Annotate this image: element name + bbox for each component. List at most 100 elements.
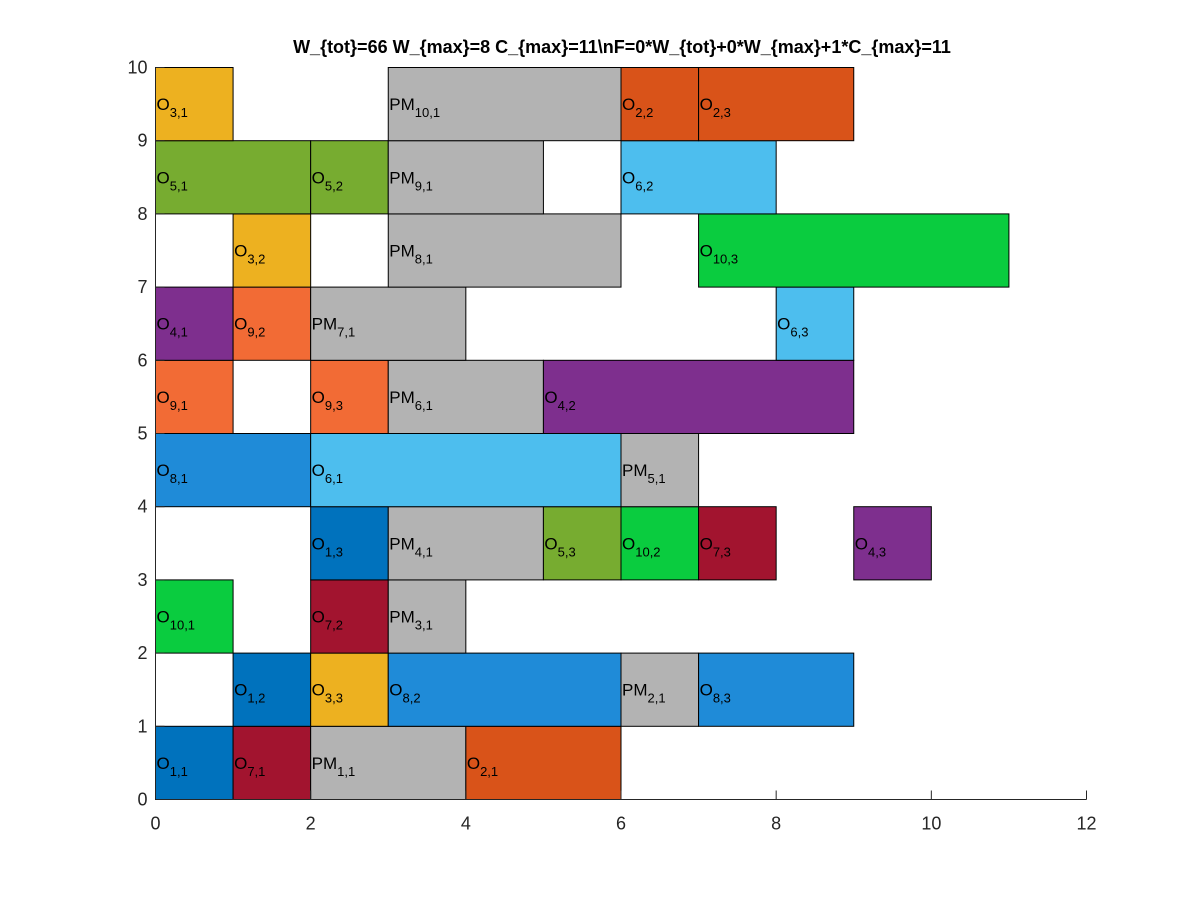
bar-label: O6,2 <box>622 168 653 193</box>
bar-label-base: PM <box>389 168 415 187</box>
bar-label-base: O <box>157 461 170 480</box>
gantt-bar <box>465 725 622 800</box>
bar-label-subscript: 9,3 <box>325 398 343 413</box>
bar-label-base: O <box>312 168 325 187</box>
bar-label: O1,3 <box>312 534 343 559</box>
gantt-bar <box>155 433 312 508</box>
bar-label-subscript: 2,2 <box>635 105 653 120</box>
bar-label-subscript: 7,1 <box>247 764 265 779</box>
bar-label: O1,2 <box>234 681 265 706</box>
bar-label-base: O <box>157 315 170 334</box>
bar-label-subscript: 8,3 <box>713 691 731 706</box>
gantt-bar <box>232 213 312 288</box>
bar-label: O9,3 <box>312 388 343 413</box>
x-tick-label: 10 <box>921 814 941 834</box>
gantt-bar <box>155 67 234 142</box>
gantt-bar <box>232 725 312 800</box>
bar-label-subscript: 9,1 <box>170 398 188 413</box>
bar-label-base: O <box>312 388 325 407</box>
y-tick-label: 2 <box>137 643 147 663</box>
bar-label: O3,1 <box>157 95 188 120</box>
bar-label-subscript: 4,3 <box>868 544 886 559</box>
bar-label-base: O <box>234 315 247 334</box>
bar-label-base: PM <box>389 388 415 407</box>
y-tick-label: 5 <box>137 424 147 444</box>
bar-label-subscript: 1,3 <box>325 544 343 559</box>
bar-label-subscript: 9,1 <box>415 178 433 193</box>
x-tick-label: 0 <box>150 814 160 834</box>
bar-label-base: PM <box>389 534 415 553</box>
bar-label-base: PM <box>312 315 338 334</box>
gantt-bar <box>775 286 855 361</box>
gantt-bar <box>232 286 312 361</box>
x-tick-label: 6 <box>616 814 626 834</box>
bar-label-base: O <box>312 461 325 480</box>
bar-label: PM8,1 <box>389 242 433 267</box>
gantt-bar <box>620 67 700 142</box>
bar-label-subscript: 1,2 <box>247 691 265 706</box>
bar-label: O8,2 <box>389 681 420 706</box>
bar-label-subscript: 4,2 <box>558 398 576 413</box>
bar-label-base: O <box>234 754 247 773</box>
bar-label-subscript: 10,3 <box>713 252 738 267</box>
y-tick-label: 3 <box>137 570 147 590</box>
y-tick-label: 10 <box>127 58 147 78</box>
bar-label-subscript: 7,3 <box>713 544 731 559</box>
bar-label: PM6,1 <box>389 388 433 413</box>
bar-label: O6,3 <box>777 315 808 340</box>
y-tick-label: 6 <box>137 350 147 370</box>
bar-label-base: O <box>157 608 170 627</box>
bar-label-base: O <box>700 681 713 700</box>
bar-label: O3,3 <box>312 681 343 706</box>
y-tick-label: 9 <box>137 131 147 151</box>
y-tick-label: 0 <box>137 790 147 810</box>
bar-label-base: O <box>544 534 557 553</box>
bar-label: O8,3 <box>700 681 731 706</box>
bar-label-subscript: 3,1 <box>170 105 188 120</box>
bar-label: PM10,1 <box>389 95 440 120</box>
bar-label-base: O <box>855 534 868 553</box>
gantt-bar <box>387 67 622 142</box>
bar-label-base: O <box>700 95 713 114</box>
x-tick-label: 12 <box>1076 814 1096 834</box>
bar-label: PM5,1 <box>622 461 666 486</box>
gantt-bar <box>620 506 700 581</box>
bar-label: O8,1 <box>157 461 188 486</box>
gantt-bar <box>232 652 312 727</box>
y-axis-ticks: 0 1 2 3 4 5 6 7 8 9 10 <box>127 58 165 810</box>
gantt-bar <box>310 140 389 215</box>
bar-label-base: O <box>312 681 325 700</box>
gantt-bar <box>155 286 234 361</box>
bar-label: O5,2 <box>312 168 343 193</box>
bar-label-subscript: 6,2 <box>635 178 653 193</box>
bar-label-subscript: 4,1 <box>170 325 188 340</box>
gantt-bar <box>698 652 855 727</box>
bar-label-subscript: 2,1 <box>648 691 666 706</box>
bar-label: O4,3 <box>855 534 886 559</box>
bar-label-subscript: 5,1 <box>170 178 188 193</box>
bar-label-base: O <box>544 388 557 407</box>
bar-label-base: PM <box>389 608 415 627</box>
bar-label-base: O <box>157 168 170 187</box>
bar-label-subscript: 2,3 <box>713 105 731 120</box>
bar-label-base: O <box>622 168 635 187</box>
bar-label-subscript: 3,1 <box>415 618 433 633</box>
bar-label-base: O <box>622 95 635 114</box>
y-tick-label: 1 <box>137 716 147 736</box>
bar-label: PM1,1 <box>312 754 356 779</box>
bar-label-base: PM <box>622 681 648 700</box>
bar-label-subscript: 10,1 <box>415 105 440 120</box>
bar-label: PM9,1 <box>389 168 433 193</box>
x-tick-label: 4 <box>461 814 471 834</box>
bar-label: O4,2 <box>544 388 575 413</box>
bar-label-subscript: 7,2 <box>325 618 343 633</box>
bar-label-base: O <box>157 754 170 773</box>
bar-label: O10,1 <box>157 608 196 633</box>
gantt-bar <box>155 725 234 800</box>
gantt-bar <box>310 506 389 581</box>
bar-label-base: O <box>312 534 325 553</box>
gantt-bar <box>155 359 234 434</box>
bar-label: O5,3 <box>544 534 575 559</box>
bar-label-subscript: 10,1 <box>170 618 195 633</box>
